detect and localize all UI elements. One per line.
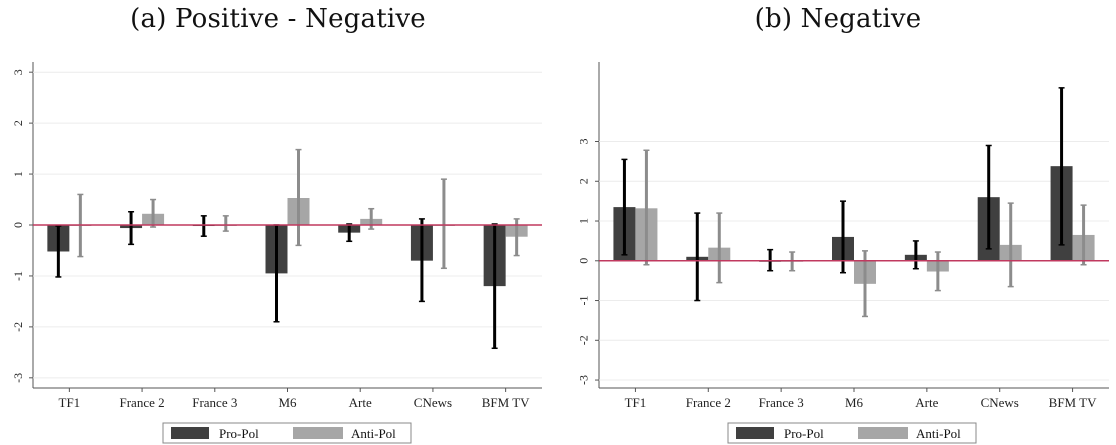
legend-swatch-pro-pol <box>171 427 209 439</box>
y-tick-label: 3 <box>577 139 591 145</box>
x-tick-label: BFM TV <box>1049 395 1097 410</box>
chart-svg-a: 3 2 1 0 -1 -2 -3 TF1 France 2 France 3 M6 Arte CNews… <box>11 62 542 444</box>
legend: Pro-Pol Anti-Pol <box>727 422 977 444</box>
y-tick-label: -3 <box>577 375 591 385</box>
x-tick-label: TF1 <box>625 395 647 410</box>
legend-box <box>727 422 977 444</box>
y-tick-label: -1 <box>577 296 591 306</box>
legend: Pro-Pol Anti-Pol <box>162 422 412 444</box>
x-tick-label: France 2 <box>686 395 731 410</box>
legend-swatch-anti-pol <box>293 427 343 439</box>
x-tick-label: TF1 <box>59 395 81 410</box>
chart-panel-b: (b) Negative 3 2 1 0 -1 -2 -3 TF1 France 2 France… <box>560 0 1116 445</box>
y-tick-label: -2 <box>577 335 591 345</box>
x-tick-label: CNews <box>981 395 1019 410</box>
y-tick-label: -1 <box>11 271 25 281</box>
y-tick-label: 1 <box>11 171 25 177</box>
chart-title-a: (a) Positive - Negative <box>130 4 426 34</box>
y-tick-label: 0 <box>11 222 25 228</box>
x-tick-label: France 2 <box>120 395 165 410</box>
y-tick-label: 0 <box>577 258 591 264</box>
x-tick-label: France 3 <box>192 395 237 410</box>
legend-swatch-anti-pol <box>858 427 908 439</box>
x-tick-label: M6 <box>845 395 864 410</box>
legend-box <box>162 422 412 444</box>
y-tick-label: -2 <box>11 322 25 332</box>
x-tick-label: Arte <box>349 395 372 410</box>
chart-title-b: (b) Negative <box>754 4 922 34</box>
x-tick-label: CNews <box>414 395 452 410</box>
legend-label-pro-pol: Pro-Pol <box>219 426 259 441</box>
legend-label-pro-pol: Pro-Pol <box>784 426 824 441</box>
x-tick-label: France 3 <box>759 395 804 410</box>
y-tick-label: 3 <box>11 69 25 75</box>
legend-label-anti-pol: Anti-Pol <box>916 426 961 441</box>
chart-panel-a: (a) Positive - Negative 3 2 1 0 -1 -2 -3 TF1 Fra… <box>0 0 556 445</box>
legend-swatch-pro-pol <box>736 427 774 439</box>
y-tick-label: -3 <box>11 373 25 383</box>
chart-svg-b: 3 2 1 0 -1 -2 -3 TF1 France 2 France 3 M6 Arte CNews… <box>577 62 1109 444</box>
x-tick-label: Arte <box>915 395 938 410</box>
legend-label-anti-pol: Anti-Pol <box>351 426 396 441</box>
y-tick-label: 2 <box>577 178 591 184</box>
y-tick-label: 1 <box>577 218 591 224</box>
x-tick-label: BFM TV <box>482 395 530 410</box>
y-tick-label: 2 <box>11 120 25 126</box>
x-tick-label: M6 <box>278 395 297 410</box>
